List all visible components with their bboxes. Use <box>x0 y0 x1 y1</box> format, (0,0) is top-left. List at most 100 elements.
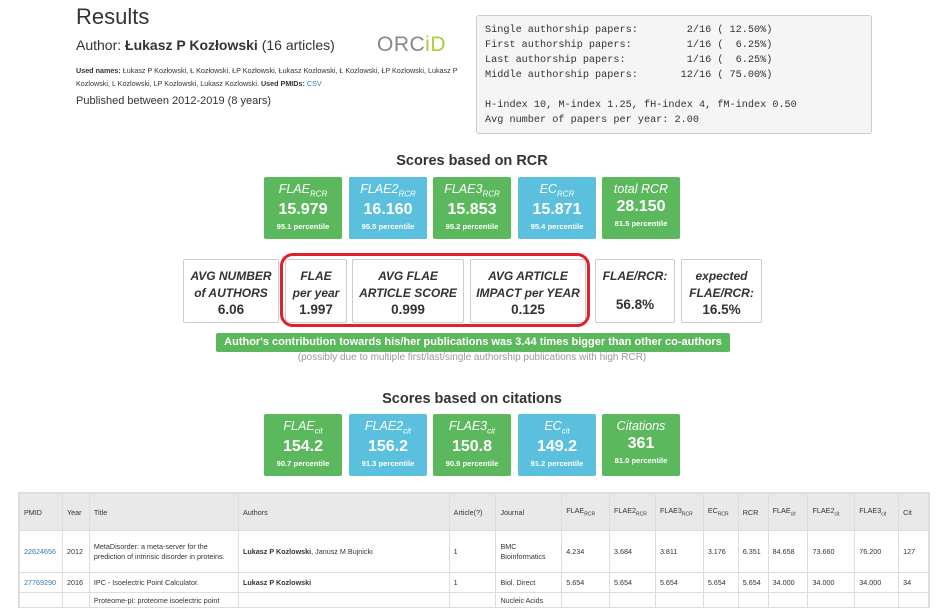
box-label: AVG ARTICLE IMPACT per YEAR <box>476 269 580 300</box>
column-header[interactable]: PMID <box>19 493 63 531</box>
column-header[interactable]: ECRCR <box>702 493 739 531</box>
citations-tiles-tile[interactable]: Citations 361 81.0 percentile <box>602 414 680 476</box>
column-header[interactable]: Journal <box>495 493 563 531</box>
table-cell-cit <box>898 592 929 607</box>
table-cell-article <box>448 592 497 607</box>
authorship-stats-box: Single authorship papers: 2/16 ( 12.50%)… <box>476 15 872 134</box>
table-cell-journal: Biol. Direct <box>495 572 563 593</box>
table-row: 22624656 2012 MetaDisorder: a meta-server … <box>19 530 929 573</box>
table-cell-journal: Nucleic Acids <box>495 592 563 607</box>
table-cell-article: 1 <box>448 530 497 573</box>
table-cell-authors: Lukasz P Kozlowski <box>237 572 450 593</box>
tile-label: FLAE3cit <box>448 419 496 436</box>
column-header[interactable]: FLAE2RCR <box>609 493 656 531</box>
rcr-tiles-tile[interactable]: total RCR 28.150 81.5 percentile <box>602 177 680 239</box>
citations-section-title: Scores based on citations <box>382 391 562 407</box>
column-header[interactable]: FLAE2cit <box>807 493 856 531</box>
tile-value: 361 <box>627 435 655 452</box>
used-pmids-label: Used PMIDs: <box>260 78 305 88</box>
tile-value: 15.979 <box>278 200 328 218</box>
box-label: expected FLAE/RCR: <box>689 269 754 300</box>
rcr-section-title: Scores based on RCR <box>396 153 548 169</box>
column-header[interactable]: Year <box>61 493 90 531</box>
tile-percentile: 91.3 percentile <box>361 458 415 468</box>
table-cell-year: 2012 <box>61 530 90 573</box>
table-cell-ec-rcr: 5.654 <box>702 572 739 593</box>
table-cell-rcr <box>737 592 769 607</box>
articles-table-container: PMID Year Title Authors Article(?) Journal FLA… <box>18 492 930 608</box>
rcr-tiles-tile[interactable]: FLAE3RCR 15.853 95.2 percentile <box>433 177 511 239</box>
orcid-id: iD <box>425 33 447 56</box>
box-label: FLAE per year <box>292 269 340 300</box>
tile-label: FLAERCR <box>278 182 328 199</box>
rcr-tiles-tile[interactable]: ECRCR 15.871 95.4 percentile <box>518 177 596 239</box>
column-header[interactable]: FLAERCR <box>561 493 611 531</box>
column-header[interactable]: FLAEcit <box>767 493 809 531</box>
avg-authors-box: AVG NUMBER of AUTHORS 6.06 <box>183 259 279 323</box>
tile-percentile: 95.2 percentile <box>445 221 499 231</box>
citations-tiles-tile[interactable]: FLAEcit 154.2 90.7 percentile <box>264 414 342 476</box>
table-cell-flae-rcr: 4.234 <box>561 530 611 573</box>
column-header[interactable]: FLAE3RCR <box>654 493 704 531</box>
tile-percentile: 95.1 percentile <box>276 221 330 231</box>
table-cell-flae3-cit: 34.000 <box>854 572 900 593</box>
table-cell-flae2-rcr: 5.654 <box>609 572 656 593</box>
box-value: 1.997 <box>299 302 333 317</box>
flae-per-year-box: FLAE per year 1.997 <box>285 259 347 323</box>
tile-label: FLAEcit <box>283 419 323 436</box>
column-header[interactable]: Authors <box>237 493 450 531</box>
tile-percentile: 81.0 percentile <box>614 456 668 465</box>
table-cell-flae-cit: 34.000 <box>767 572 809 593</box>
table-cell-year: 2016 <box>61 572 90 593</box>
table-cell-title: MetaDisorder: a meta-server for the pred… <box>88 530 239 573</box>
column-header[interactable]: Title <box>88 493 239 531</box>
table-cell-title: IPC - Isoelectric Point Calculator. <box>88 572 239 593</box>
table-cell-journal: BMC Bioinformatics <box>495 530 563 573</box>
author-name: Łukasz P Kozłowski <box>125 37 258 53</box>
table-cell-rcr: 6.351 <box>737 530 769 573</box>
tile-value: 150.8 <box>451 437 493 455</box>
tile-percentile: 91.2 percentile <box>530 458 584 468</box>
csv-link[interactable]: CSV <box>306 78 322 88</box>
table-cell-flae3-cit <box>854 592 900 607</box>
column-header[interactable]: FLAE3cit <box>854 493 900 531</box>
table-cell-flae-rcr <box>561 592 611 607</box>
tile-label: FLAE2cit <box>364 419 412 436</box>
table-cell-flae3-rcr: 5.654 <box>654 572 704 593</box>
tile-percentile: 95.5 percentile <box>361 221 415 231</box>
pmid-link[interactable]: 22624656 <box>24 546 56 556</box>
orcid-logo[interactable]: ORCiD <box>377 33 446 57</box>
used-names-label: Used names: <box>76 66 121 75</box>
table-cell-flae-cit: 84.658 <box>767 530 809 573</box>
tile-label: FLAE2RCR <box>360 182 416 199</box>
rcr-tiles-tile[interactable]: FLAERCR 15.979 95.1 percentile <box>264 177 342 239</box>
article-count: (16 articles) <box>261 37 335 53</box>
tile-value: 154.2 <box>282 437 324 455</box>
table-cell-cit: 127 <box>898 530 929 573</box>
table-cell-authors: Lukasz P Kozlowski, Janusz M Bujnicki <box>237 530 450 573</box>
column-header[interactable]: Cit <box>898 493 929 531</box>
author-prefix: Author: <box>76 37 122 53</box>
box-label: FLAE/RCR: <box>602 269 668 283</box>
column-header[interactable]: RCR <box>737 493 769 531</box>
page-title: Results <box>76 4 150 29</box>
table-cell-flae2-cit: 73.660 <box>807 530 856 573</box>
author-line: Author: Łukasz P Kozłowski (16 articles) <box>76 37 335 53</box>
citations-tiles-tile[interactable]: FLAE2cit 156.2 91.3 percentile <box>349 414 427 476</box>
articles-table: PMID Year Title Authors Article(?) Journal FLA… <box>19 493 929 607</box>
column-header[interactable]: Article(?) <box>448 493 497 531</box>
citations-tiles-tile[interactable]: FLAE3cit 150.8 90.9 percentile <box>433 414 511 476</box>
pmid-link[interactable]: 27769290 <box>24 577 56 587</box>
used-names-list: Łukasz P Kozłowski, Ł Kozłowski, ŁP Kozł… <box>76 66 458 88</box>
orcid-text: ORC <box>377 33 426 56</box>
table-cell-article: 1 <box>448 572 497 593</box>
table-cell-ec-rcr: 3.176 <box>702 530 739 573</box>
avg-article-impact-box: AVG ARTICLE IMPACT per YEAR 0.125 <box>470 259 586 323</box>
avg-flae-article-box: AVG FLAE ARTICLE SCORE 0.999 <box>352 259 464 323</box>
table-cell-flae-rcr: 5.654 <box>561 572 611 593</box>
citations-tiles-tile[interactable]: ECcit 149.2 91.2 percentile <box>518 414 596 476</box>
tile-value: 15.853 <box>447 200 497 218</box>
rcr-tiles-tile[interactable]: FLAE2RCR 16.160 95.5 percentile <box>349 177 427 239</box>
published-range: Published between 2012-2019 (8 years) <box>76 95 272 107</box>
box-label: AVG FLAE ARTICLE SCORE <box>359 269 457 300</box>
